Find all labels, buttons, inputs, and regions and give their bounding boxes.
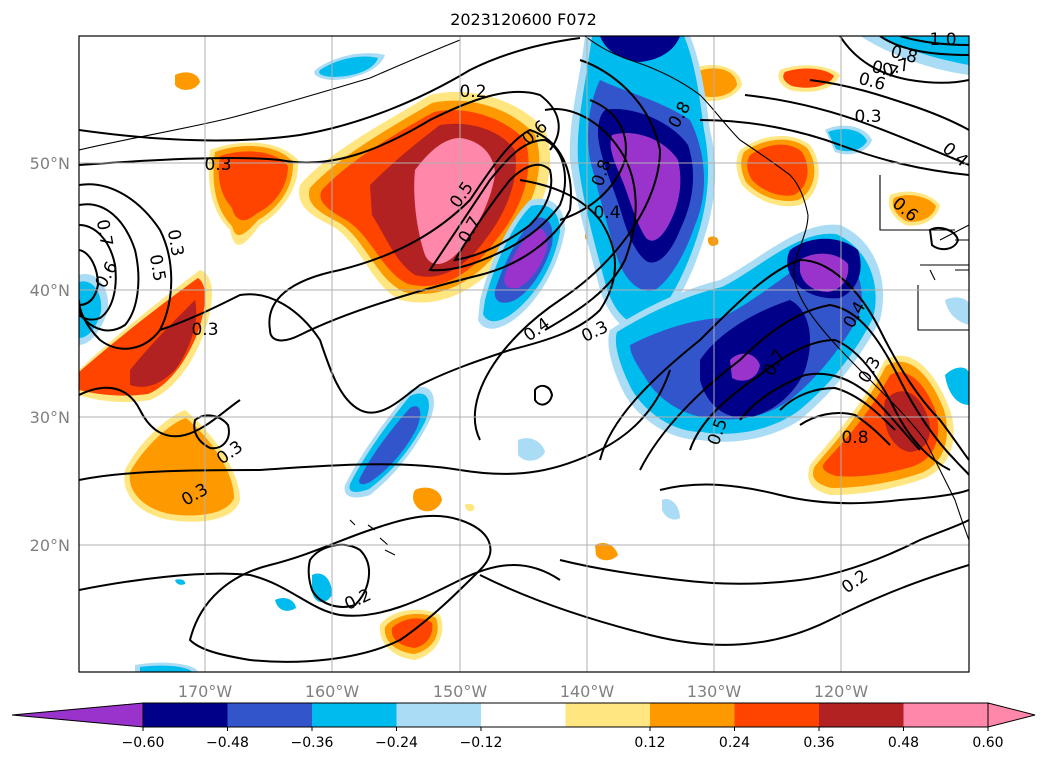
contour-west-3 — [79, 224, 117, 321]
colorbar-tick-label: −0.60 — [122, 735, 165, 751]
contour-ne-1 — [839, 36, 969, 84]
contour-label: 0.3 — [163, 228, 187, 258]
hawaii-islands — [349, 519, 396, 556]
contour-label: 0.8 — [841, 428, 868, 448]
negative-anomaly-offshore — [608, 224, 884, 442]
positive-anomaly-nw — [208, 142, 299, 245]
contour-label: 0.3 — [191, 320, 218, 340]
lat-tick-label: 20°N — [30, 536, 70, 555]
contour-label: 0.3 — [854, 107, 881, 127]
colorbar-tick-label: −0.12 — [460, 735, 503, 751]
contour-0.7-central — [453, 163, 553, 262]
colorbar-segment — [565, 703, 650, 727]
contour-label: 0.3 — [204, 155, 231, 175]
contour-ne-5 — [879, 36, 969, 56]
colorbar-tick-label: 0.48 — [888, 735, 919, 751]
contour-small-loop-2 — [193, 414, 230, 450]
contour-ne-4 — [699, 119, 969, 176]
colorbar-extend-min — [11, 702, 144, 728]
colorbar-segment — [734, 703, 819, 727]
positive-anomaly-pnw — [736, 135, 819, 207]
contour-0.8 — [559, 99, 627, 221]
aleutian-arc — [79, 39, 461, 151]
contour-ne-6 — [899, 36, 969, 46]
colorbar-segment — [819, 703, 904, 727]
contour-lines — [79, 36, 969, 663]
contour-0.5-central — [428, 138, 566, 272]
lon-tick-label: 130°W — [687, 682, 742, 701]
colorbar-tick-label: 0.60 — [972, 735, 1003, 751]
contour-label: 0.5 — [145, 253, 169, 283]
lon-tick-label: 120°W — [814, 682, 869, 701]
contour-west-4 — [79, 249, 100, 306]
colorbar-extend-max — [987, 702, 1036, 728]
contour-0.2-south-loop — [188, 514, 492, 663]
colorbar-tick-label: 0.12 — [634, 735, 665, 751]
negative-anomaly-central — [478, 198, 565, 329]
positive-anomaly-south — [379, 609, 443, 660]
contour-0.2-north — [79, 37, 581, 142]
colorbar-segment — [143, 703, 228, 727]
colorbar-segment — [227, 703, 312, 727]
lon-tick-label: 170°W — [178, 682, 233, 701]
contour-0.2-far — [479, 564, 969, 646]
lon-tick-label: 160°W — [305, 682, 360, 701]
colorbar-frame — [142, 702, 989, 728]
contour-0.3-east — [473, 59, 662, 441]
map-title: 2023120600 F072 — [450, 10, 597, 29]
colorbar-segment — [312, 703, 397, 727]
colorbar-segment — [650, 703, 735, 727]
colorbar-segment — [481, 703, 566, 727]
alaska-bc-coast — [584, 36, 809, 216]
lat-tick-label: 40°N — [30, 281, 70, 300]
lat-tick-labels: 50°N 40°N 30°N 20°N — [30, 154, 70, 555]
contour-label: 0.2 — [459, 82, 486, 102]
positive-anomaly-west — [79, 270, 212, 403]
lon-tick-label: 150°W — [433, 682, 488, 701]
contour-0.3-south — [79, 369, 671, 481]
colorbar-tick-label: −0.24 — [375, 735, 418, 751]
contour-0.5-ca — [689, 338, 951, 471]
colorbar-segment — [903, 703, 988, 727]
colorbar-tick-label: −0.36 — [291, 735, 334, 751]
gridlines — [79, 36, 969, 672]
colorbar-segment — [396, 703, 481, 727]
contour-0.3-se — [659, 483, 969, 505]
plot-frame — [78, 35, 970, 673]
contour-0.3-nw — [79, 90, 560, 166]
contour-ne-loop — [928, 227, 960, 251]
contour-0.8-ca — [799, 412, 891, 446]
colorbar-tick-label: 0.36 — [803, 735, 834, 751]
contour-label: 0.4 — [593, 203, 620, 223]
contour-0.2-south — [79, 564, 561, 617]
lon-tick-label: 140°W — [560, 682, 615, 701]
lat-tick-label: 30°N — [30, 408, 70, 427]
contour-ne-3 — [744, 94, 969, 166]
contour-label: 1.0 — [929, 30, 956, 50]
contour-label: 0.7 — [92, 218, 116, 248]
contour-0.2-se — [559, 519, 969, 585]
contour-0.3-w — [79, 386, 241, 438]
contour-0.4-central — [268, 128, 572, 342]
contour-0.6-ca — [739, 372, 921, 451]
positive-anomaly-sw — [124, 410, 240, 522]
contour-west-1 — [79, 183, 173, 350]
contour-0.3-mid — [159, 179, 616, 414]
state-borders — [879, 175, 969, 331]
contour-0.4-ca — [639, 303, 969, 476]
colorbar-tick-label: 0.24 — [719, 735, 750, 751]
contour-tiny-loop — [534, 384, 554, 406]
colorbar-tick-label: −0.48 — [206, 735, 249, 751]
lon-tick-labels: 170°W 160°W 150°W 140°W 130°W 120°W — [178, 682, 869, 701]
colorbar: −0.60 −0.48 −0.36 −0.24 −0.12 0.12 0.24 0.36 0.4… — [11, 702, 1036, 751]
lat-tick-label: 50°N — [30, 154, 70, 173]
contour-0.3-ca — [599, 258, 969, 461]
